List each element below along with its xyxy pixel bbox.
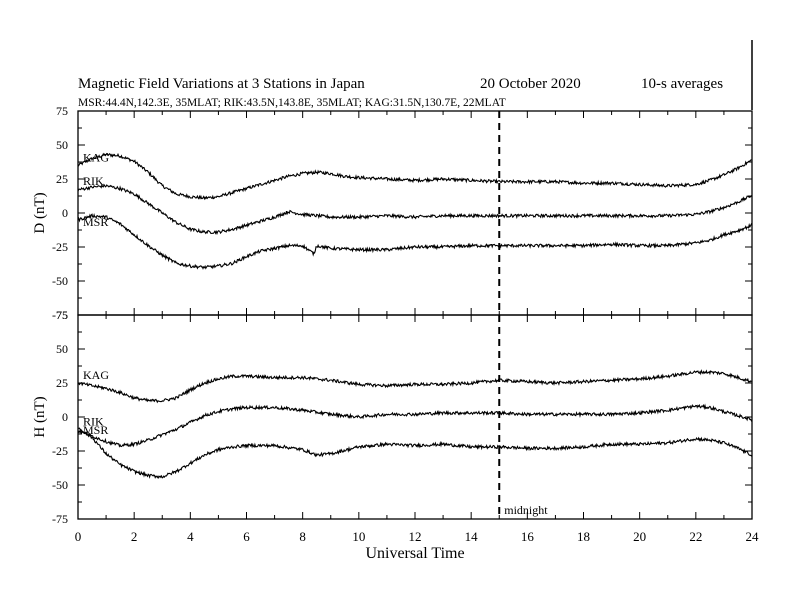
x-tick-label: 14 — [465, 529, 479, 544]
y-axis-title: D (nT) — [32, 192, 48, 233]
y-tick-label: 75 — [56, 104, 68, 118]
series-line-msr — [78, 427, 752, 480]
y-tick-label: -25 — [52, 444, 68, 458]
series-label-rik: RIK — [83, 415, 104, 429]
x-axis-title: Universal Time — [365, 545, 464, 562]
y-tick-label: 25 — [56, 172, 68, 186]
x-tick-label: 24 — [746, 529, 760, 544]
series-line-rik — [78, 403, 752, 448]
series-label-rik: RIK — [83, 174, 104, 188]
y-tick-label: 50 — [56, 342, 68, 356]
d-panel: 75 50 25 0 -25 -50 -75 D (nT) KAG RIK MSR — [32, 104, 753, 322]
figure-averaging: 10-s averages — [641, 76, 723, 92]
x-tick-label: 4 — [187, 529, 194, 544]
midnight-label: midnight — [504, 503, 548, 517]
x-tick-label: 0 — [75, 529, 82, 544]
x-tick-label: 10 — [352, 529, 365, 544]
series-line-kag — [78, 152, 752, 201]
x-tick-label: 8 — [299, 529, 306, 544]
y-tick-label: -50 — [52, 274, 68, 288]
figure-title: Magnetic Field Variations at 3 Stations … — [78, 76, 365, 92]
y-tick-label: 75 — [56, 308, 68, 322]
series-label-kag: KAG — [83, 368, 109, 382]
series-line-msr — [78, 212, 752, 270]
y-tick-label: 50 — [56, 138, 68, 152]
series-line-kag — [78, 369, 752, 404]
figure-date: 20 October 2020 — [480, 76, 581, 92]
y-tick-label: 0 — [62, 410, 68, 424]
y-tick-label: -75 — [52, 308, 68, 322]
x-tick-label: 20 — [633, 529, 646, 544]
y-tick-label: 0 — [62, 206, 68, 220]
y-tick-label: -75 — [52, 512, 68, 526]
y-tick-label: -50 — [52, 478, 68, 492]
x-tick-label: 18 — [577, 529, 590, 544]
x-tick-label: 6 — [243, 529, 250, 544]
y-axis-title: H (nT) — [32, 396, 48, 437]
x-axis: 0 2 4 6 8 10 12 14 16 18 20 22 24 — [75, 529, 759, 544]
series-label-msr: MSR — [83, 423, 108, 437]
y-tick-label: -25 — [52, 240, 68, 254]
x-tick-label: 12 — [409, 529, 422, 544]
series-line-rik — [78, 183, 752, 236]
series-label-kag: KAG — [83, 150, 109, 164]
y-tick-label: 25 — [56, 376, 68, 390]
plot-frame — [77, 314, 753, 520]
plot-frame — [77, 110, 753, 316]
station-info: MSR:44.4N,142.3E, 35MLAT; RIK:43.5N,143.… — [78, 97, 506, 109]
x-tick-label: 16 — [521, 529, 535, 544]
series-label-msr: MSR — [83, 215, 108, 229]
x-tick-label: 22 — [689, 529, 702, 544]
x-tick-label: 2 — [131, 529, 138, 544]
